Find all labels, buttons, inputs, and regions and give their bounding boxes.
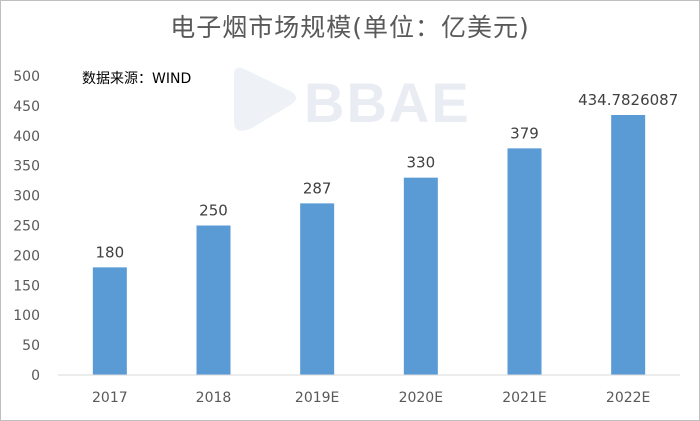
y-tick-label: 350	[13, 159, 40, 175]
data-label: 250	[199, 202, 228, 220]
data-label: 180	[96, 243, 125, 261]
bar-2021E	[507, 148, 542, 375]
x-tick-label: 2018	[196, 390, 232, 406]
y-tick-label: 500	[13, 69, 40, 85]
source-note: 数据来源：WIND	[82, 71, 192, 87]
x-tick-label: 2017	[92, 390, 128, 406]
y-tick-label: 400	[13, 129, 40, 145]
x-tick-label: 2021E	[502, 390, 546, 406]
y-tick-label: 0	[31, 368, 40, 384]
y-tick-label: 250	[13, 219, 40, 235]
bar-2020E	[403, 177, 438, 375]
y-tick-label: 100	[13, 308, 40, 324]
y-tick-label: 200	[13, 248, 40, 264]
x-tick-label: 2020E	[399, 390, 443, 406]
x-tick-label: 2019E	[295, 390, 339, 406]
data-label: 434.7826087	[578, 91, 678, 109]
bar-2017	[92, 267, 127, 375]
watermark-text: BBAE	[304, 71, 471, 134]
bar-2018	[196, 225, 231, 375]
chart-title: 电子烟市场规模(单位：亿美元)	[170, 13, 530, 42]
data-label: 330	[407, 154, 436, 172]
watermark-mark-icon	[234, 67, 296, 131]
y-tick-label: 150	[13, 278, 40, 294]
watermark-logo: BBAE	[226, 66, 476, 136]
data-label: 379	[510, 124, 539, 142]
y-tick-label: 450	[13, 99, 40, 115]
y-tick-label: 50	[22, 338, 40, 354]
data-label: 287	[303, 179, 332, 197]
bar-2022E	[611, 115, 646, 375]
y-tick-label: 300	[13, 189, 40, 205]
bar-2019E	[300, 203, 335, 375]
x-tick-label: 2022E	[606, 390, 650, 406]
